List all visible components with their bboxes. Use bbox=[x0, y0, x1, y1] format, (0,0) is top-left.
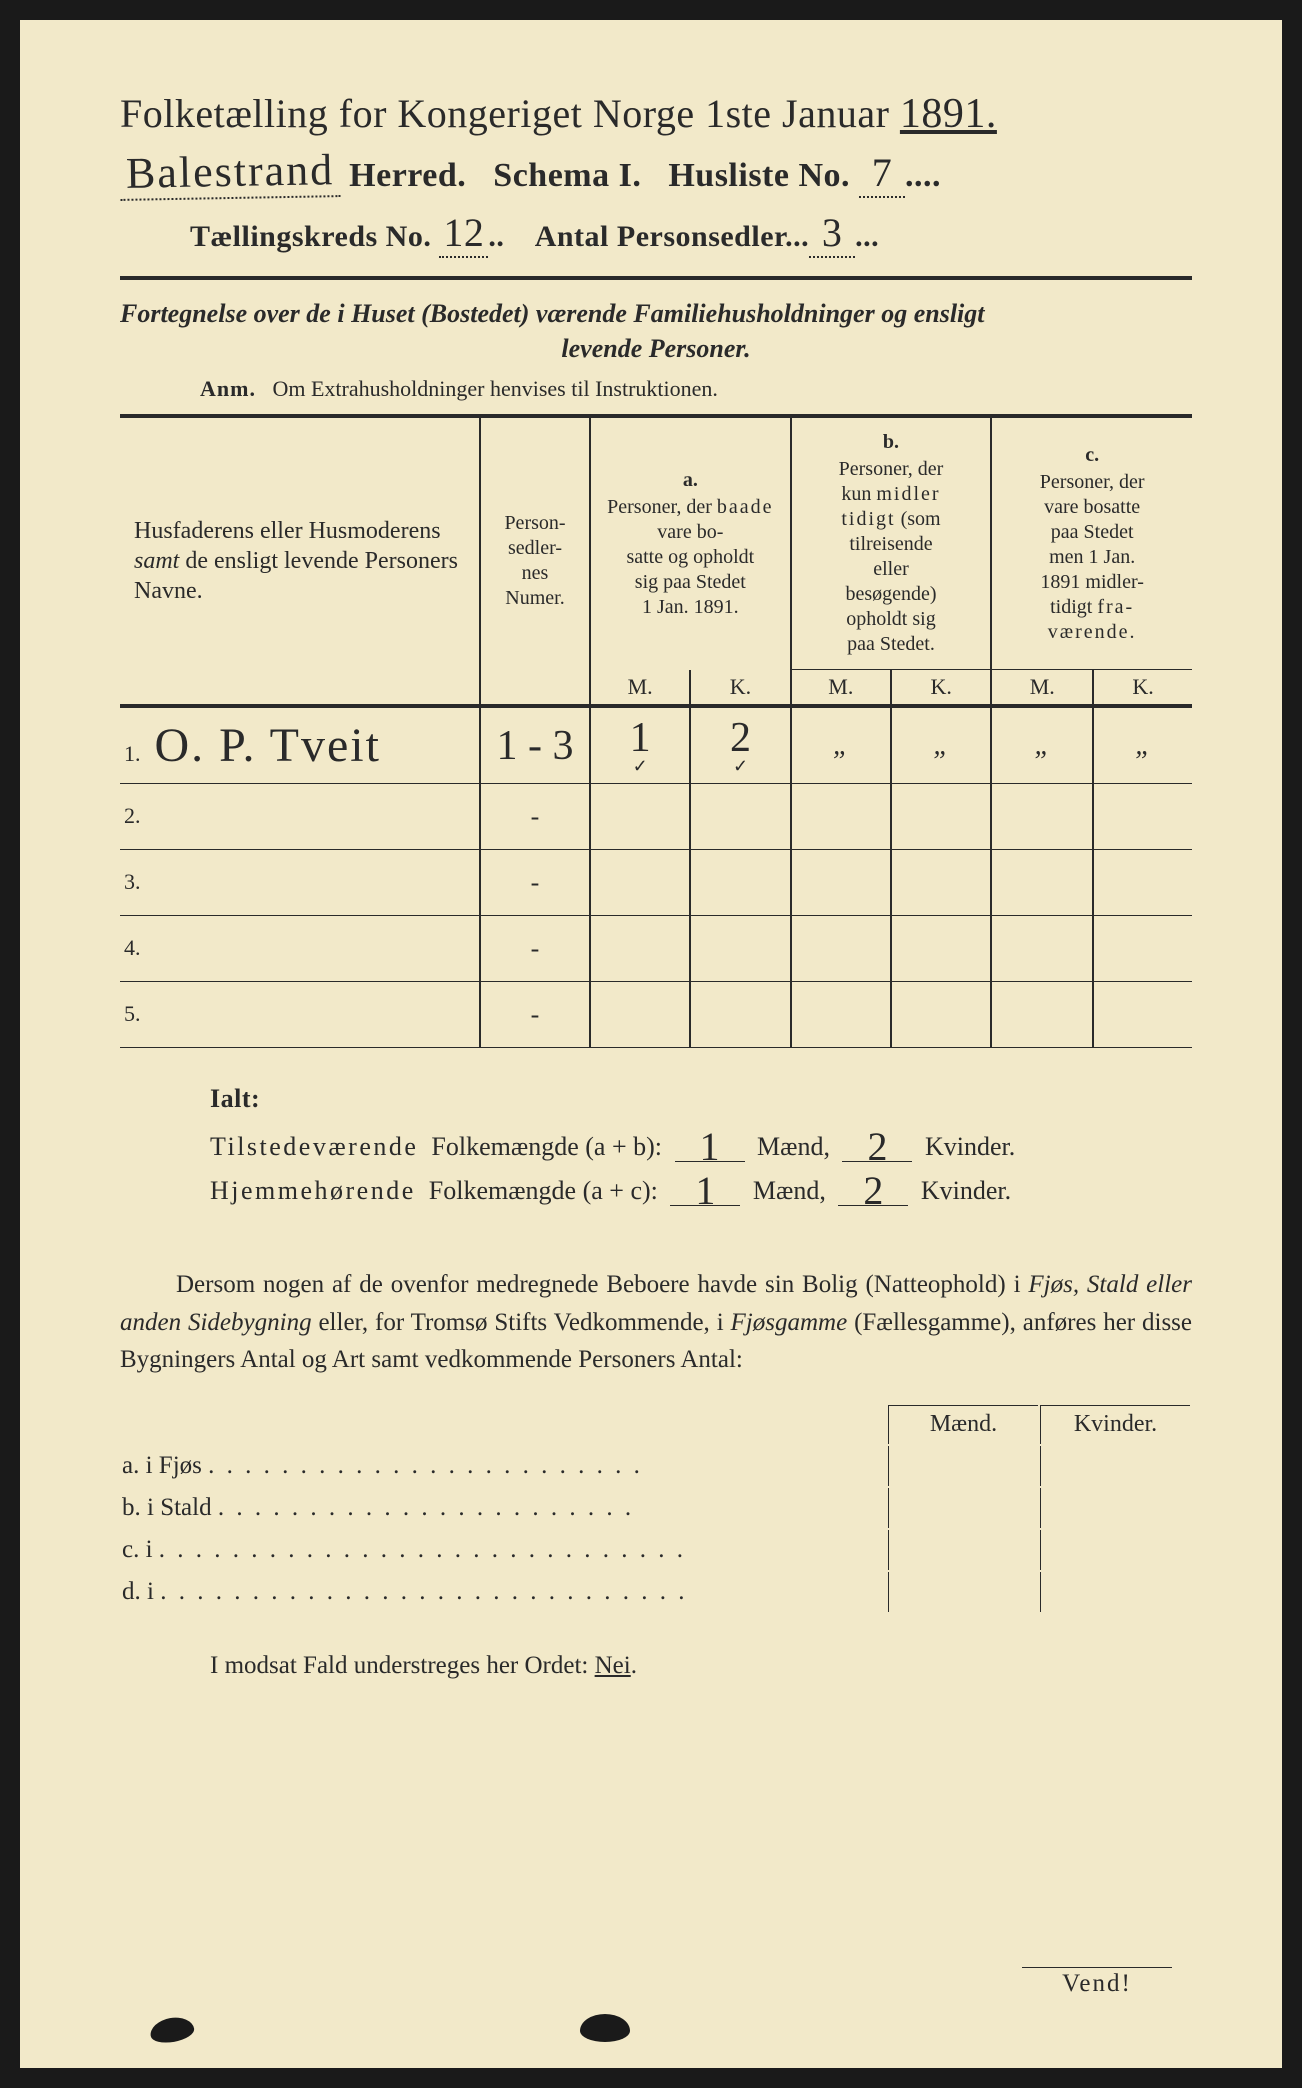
ialt-label-b: Folkemængde (a + c): bbox=[429, 1176, 658, 1205]
cell: - bbox=[480, 982, 590, 1048]
maend-head: Mænd. bbox=[930, 1411, 997, 1437]
row-num: 3. bbox=[124, 869, 141, 894]
ialt-label: Tilstedeværende bbox=[210, 1132, 418, 1161]
table-row: 1. O. P. Tveit 1 - 3 1✓ 2✓ „ „ „ „ bbox=[120, 706, 1192, 784]
paragraph: Dersom nogen af de ovenfor medregnede Be… bbox=[120, 1266, 1192, 1379]
col-header-c: c. Personer, dervare bosattepaa Stedetme… bbox=[991, 417, 1192, 670]
ialt-section: Ialt: Tilstedeværende Folkemængde (a + b… bbox=[120, 1084, 1192, 1206]
row-num: 4. bbox=[124, 935, 141, 960]
row-label: b. i Stald bbox=[122, 1494, 212, 1521]
cell: „ bbox=[833, 730, 849, 761]
cell: - bbox=[480, 784, 590, 850]
table-row: b. i Stald . . . . . . . . . . . . . . .… bbox=[122, 1488, 1190, 1528]
inkblot-icon bbox=[580, 2014, 630, 2042]
cell: „ bbox=[1034, 730, 1050, 761]
mk-k: K. bbox=[690, 670, 790, 707]
cell: - bbox=[480, 916, 590, 982]
husliste-label: Husliste No. bbox=[668, 157, 850, 194]
ialt-line-2: Hjemmehørende Folkemængde (a + c): 1 Mæn… bbox=[210, 1176, 1192, 1206]
title-year: 1891. bbox=[900, 91, 997, 137]
census-form-page: Folketælling for Kongeriget Norge 1ste J… bbox=[20, 20, 1282, 2068]
personsedler-value: 3 bbox=[809, 209, 855, 258]
label-a: a. bbox=[599, 468, 782, 493]
row-label: d. i bbox=[122, 1578, 154, 1605]
ialt-label-b: Folkemængde (a + b): bbox=[431, 1132, 662, 1161]
header-row-2: Balestrand Herred. Schema I. Husliste No… bbox=[120, 146, 1192, 199]
cell: „ bbox=[933, 730, 949, 761]
kreds-value: 12 bbox=[439, 209, 488, 258]
anm-note: Anm. Om Extrahusholdninger henvises til … bbox=[200, 376, 1192, 402]
cell: 1 bbox=[630, 715, 651, 761]
vend-label: Vend! bbox=[1022, 1967, 1172, 1998]
ialt-k: 2 bbox=[842, 1133, 912, 1162]
herred-label: Herred. bbox=[349, 157, 466, 194]
table-row: 3. - bbox=[120, 850, 1192, 916]
mk-k: K. bbox=[891, 670, 991, 707]
table-row: a. i Fjøs . . . . . . . . . . . . . . . … bbox=[122, 1446, 1190, 1486]
mk-m: M. bbox=[590, 670, 690, 707]
col-header-num: Person-sedler-nesNumer. bbox=[480, 417, 590, 706]
row-name: O. P. Tveit bbox=[147, 719, 381, 772]
buildings-table: Mænd. Kvinder. a. i Fjøs . . . . . . . .… bbox=[120, 1403, 1192, 1614]
table-row: 5. - bbox=[120, 982, 1192, 1048]
kvinder-label: Kvinder. bbox=[925, 1132, 1015, 1161]
label-c: c. bbox=[1000, 443, 1184, 468]
maend-label: Mænd, bbox=[753, 1176, 826, 1205]
kvinder-head: Kvinder. bbox=[1074, 1411, 1157, 1437]
title-prefix: Folketælling for Kongeriget Norge 1ste J… bbox=[120, 91, 889, 136]
mk-m: M. bbox=[991, 670, 1093, 707]
mk-k: K. bbox=[1093, 670, 1192, 707]
inkblot-icon bbox=[148, 2014, 195, 2045]
mk-m: M. bbox=[791, 670, 891, 707]
schema-label: Schema I. bbox=[493, 157, 641, 194]
col-header-names: Husfaderens eller Husmoderens samt de en… bbox=[120, 417, 480, 706]
table-row: 4. - bbox=[120, 916, 1192, 982]
subtitle: Fortegnelse over de i Huset (Bostedet) v… bbox=[120, 296, 1192, 366]
main-table: Husfaderens eller Husmoderens samt de en… bbox=[120, 416, 1192, 1048]
ialt-k: 2 bbox=[838, 1177, 908, 1206]
kreds-label: Tællingskreds No. bbox=[190, 220, 431, 253]
ialt-m: 1 bbox=[670, 1177, 740, 1206]
para-em: Fjøsgamme bbox=[731, 1309, 848, 1336]
personsedler-label: Antal Personsedler bbox=[535, 220, 785, 253]
row-num: 2. bbox=[124, 803, 141, 828]
row-sedler: 1 - 3 bbox=[497, 723, 574, 769]
table-row: d. i . . . . . . . . . . . . . . . . . .… bbox=[122, 1572, 1190, 1612]
header-row-3: Tællingskreds No. 12.. Antal Personsedle… bbox=[120, 209, 1192, 258]
anm-text: Om Extrahusholdninger henvises til Instr… bbox=[272, 376, 717, 401]
ialt-title: Ialt: bbox=[210, 1084, 1192, 1114]
maend-label: Mænd, bbox=[757, 1132, 830, 1161]
cell: „ bbox=[1135, 730, 1151, 761]
table-row: c. i . . . . . . . . . . . . . . . . . .… bbox=[122, 1530, 1190, 1570]
husliste-value: 7 bbox=[859, 149, 905, 198]
row-label: c. i bbox=[122, 1536, 153, 1563]
subtitle-line1: Fortegnelse over de i Huset (Bostedet) v… bbox=[120, 299, 985, 328]
col-header-a: a. Personer, der baade vare bo-satte og … bbox=[590, 417, 791, 670]
kvinder-label: Kvinder. bbox=[921, 1176, 1011, 1205]
anm-label: Anm. bbox=[200, 376, 256, 401]
col-header-b: b. Personer, derkun midlertidigt (somtil… bbox=[791, 417, 992, 670]
modsat-line: I modsat Fald understreges her Ordet: Ne… bbox=[120, 1652, 1192, 1680]
para-text: eller, for Tromsø Stifts Vedkommende, i bbox=[312, 1309, 731, 1336]
row-num: 1. bbox=[124, 741, 141, 766]
ialt-label: Hjemmehørende bbox=[210, 1176, 416, 1205]
cell: - bbox=[480, 850, 590, 916]
main-title: Folketælling for Kongeriget Norge 1ste J… bbox=[120, 90, 1192, 138]
ialt-m: 1 bbox=[675, 1133, 745, 1162]
ialt-line-1: Tilstedeværende Folkemængde (a + b): 1 M… bbox=[210, 1132, 1192, 1162]
label-b: b. bbox=[800, 430, 983, 455]
subtitle-line2: levende Personer. bbox=[561, 334, 750, 363]
cell: 2 bbox=[730, 715, 751, 761]
table-row: 2. - bbox=[120, 784, 1192, 850]
divider bbox=[120, 276, 1192, 280]
row-num: 5. bbox=[124, 1001, 141, 1026]
row-label: a. i Fjøs bbox=[122, 1452, 202, 1479]
herred-value: Balestrand bbox=[120, 144, 341, 201]
para-text: Dersom nogen af de ovenfor medregnede Be… bbox=[176, 1271, 1028, 1298]
